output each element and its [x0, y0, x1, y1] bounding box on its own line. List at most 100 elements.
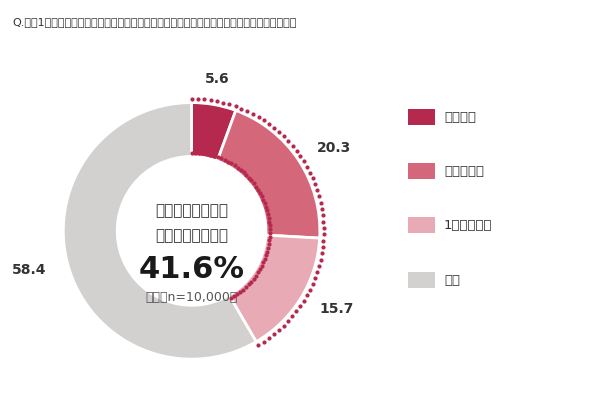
Point	[248, 111, 258, 117]
Point	[296, 153, 305, 159]
Point	[236, 289, 245, 296]
Text: 1回でもある: 1回でもある	[444, 219, 493, 232]
Point	[295, 303, 305, 310]
Point	[316, 256, 325, 263]
Text: 20.3: 20.3	[317, 141, 351, 155]
Point	[238, 286, 248, 293]
Point	[247, 278, 256, 285]
Point	[318, 212, 328, 219]
Text: 落ちたことがある: 落ちたことがある	[155, 229, 228, 244]
Point	[260, 255, 269, 262]
Point	[313, 269, 322, 275]
Point	[193, 96, 203, 102]
Point	[257, 263, 266, 269]
Point	[257, 193, 266, 200]
Point	[265, 233, 274, 240]
Point	[200, 96, 209, 103]
Point	[255, 266, 265, 273]
Point	[255, 190, 265, 196]
Point	[198, 150, 208, 157]
Point	[308, 280, 317, 287]
Point	[274, 327, 284, 334]
Point	[227, 160, 236, 167]
Text: パフォーマンスが: パフォーマンスが	[155, 203, 228, 218]
Point	[187, 95, 196, 102]
Text: 15.7: 15.7	[320, 302, 354, 316]
Point	[187, 149, 196, 156]
Point	[206, 152, 215, 158]
Point	[288, 143, 298, 149]
Point	[249, 180, 259, 187]
Point	[302, 292, 311, 299]
Point	[259, 338, 268, 345]
Point	[262, 207, 272, 214]
Text: Q.この1年間に「歯や口の中のトラブル」で日常生活のパフォーマンスが落ちたと感じるか？: Q.この1年間に「歯や口の中のトラブル」で日常生活のパフォーマンスが落ちたと感じ…	[12, 17, 296, 27]
Point	[218, 99, 228, 106]
Point	[317, 206, 326, 212]
Point	[251, 272, 260, 279]
Wedge shape	[191, 102, 236, 161]
Point	[260, 200, 269, 206]
Point	[292, 308, 301, 315]
Point	[253, 342, 263, 348]
Text: 41.6%: 41.6%	[139, 255, 245, 284]
Point	[226, 295, 236, 302]
Point	[284, 138, 293, 144]
Point	[319, 218, 328, 225]
Point	[261, 252, 271, 259]
Point	[308, 175, 317, 182]
Point	[310, 275, 320, 281]
Point	[202, 151, 211, 158]
Point	[230, 162, 239, 169]
Point	[318, 244, 328, 250]
Wedge shape	[217, 110, 320, 238]
Point	[253, 269, 263, 276]
Point	[283, 318, 293, 324]
Point	[249, 275, 259, 282]
Point	[287, 313, 297, 320]
Text: ない: ない	[444, 273, 460, 287]
Point	[264, 241, 274, 247]
Point	[265, 237, 274, 244]
Point	[242, 108, 252, 115]
Point	[241, 284, 251, 291]
Point	[263, 245, 273, 251]
Point	[247, 177, 256, 184]
Point	[305, 286, 314, 293]
Point	[316, 199, 325, 206]
Point	[244, 281, 254, 288]
Text: たまにある: たまにある	[444, 165, 484, 178]
Point	[220, 157, 229, 163]
Point	[212, 98, 222, 104]
Point	[236, 105, 246, 112]
Point	[236, 166, 245, 173]
Point	[263, 211, 273, 217]
Point	[259, 259, 268, 266]
Text: 5.6: 5.6	[205, 71, 230, 86]
Point	[239, 169, 248, 176]
Point	[292, 148, 301, 154]
Point	[302, 163, 312, 170]
Point	[317, 250, 326, 257]
Text: よくある: よくある	[444, 110, 476, 124]
Point	[265, 218, 274, 225]
Point	[269, 125, 279, 131]
Point	[319, 224, 328, 231]
Point	[265, 226, 275, 232]
Wedge shape	[229, 235, 320, 342]
Point	[206, 97, 215, 104]
Point	[313, 187, 322, 194]
Point	[299, 298, 308, 304]
Point	[264, 335, 274, 342]
Point	[319, 231, 328, 238]
Point	[253, 186, 263, 193]
Point	[217, 155, 226, 162]
Point	[264, 214, 274, 221]
Point	[191, 149, 200, 156]
Point	[233, 164, 242, 171]
Point	[269, 331, 279, 337]
Point	[231, 103, 241, 110]
Point	[233, 291, 242, 298]
Point	[279, 133, 289, 140]
Point	[254, 114, 263, 120]
